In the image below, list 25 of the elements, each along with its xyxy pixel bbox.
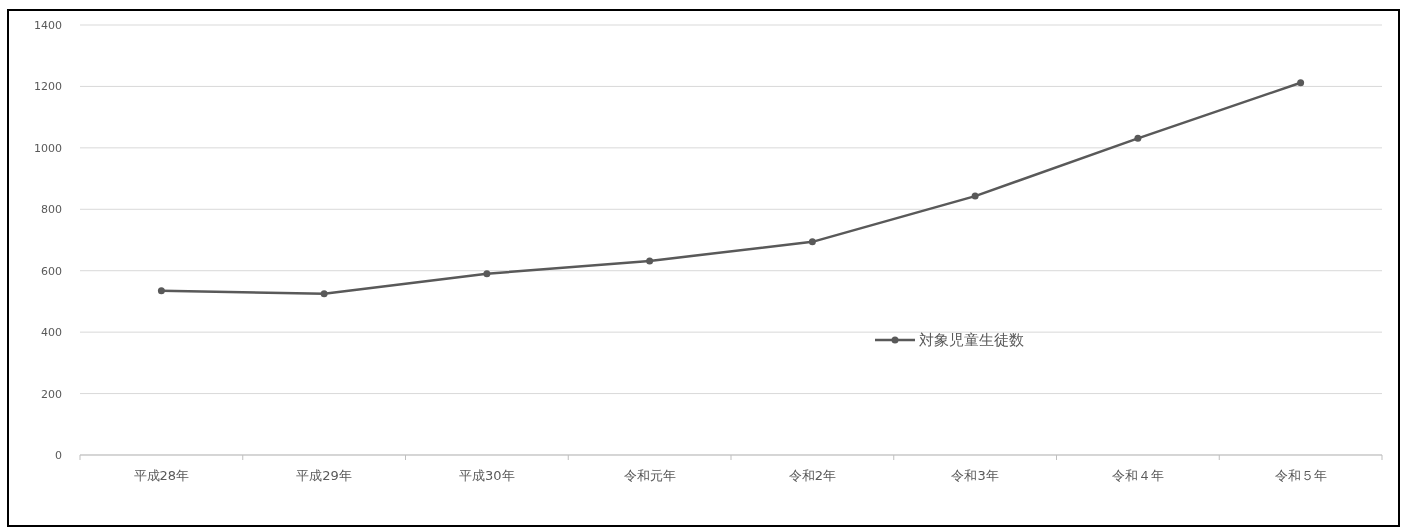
y-tick-label: 200 <box>41 387 62 401</box>
y-tick-label: 800 <box>41 203 62 217</box>
point <box>808 238 816 246</box>
y-tick-label: 1400 <box>34 19 62 32</box>
legend-label: 対象児童生徒数 <box>919 331 1024 349</box>
x-tick-label: 令和４年 <box>1111 468 1164 483</box>
point <box>320 290 328 298</box>
x-tick-label: 令和５年 <box>1274 468 1327 483</box>
x-tick-label: 平成30年 <box>459 468 515 483</box>
point <box>646 257 654 265</box>
point <box>483 270 491 278</box>
y-tick-label: 0 <box>55 449 62 462</box>
point <box>1297 79 1305 87</box>
x-tick-label: 平成29年 <box>296 468 352 483</box>
point <box>971 192 979 200</box>
x-tick-label: 平成28年 <box>133 468 190 483</box>
y-tick-label: 1000 <box>34 141 62 155</box>
x-tick-label: 令和元年 <box>623 468 676 483</box>
x-tick-label: 令和2年 <box>788 468 837 483</box>
point <box>1134 134 1142 142</box>
y-tick-label: 400 <box>41 326 62 340</box>
y-tick-label: 600 <box>41 264 62 278</box>
point <box>157 287 165 295</box>
x-tick-label: 令和3年 <box>951 468 999 483</box>
y-tick-label: 1200 <box>34 80 62 94</box>
